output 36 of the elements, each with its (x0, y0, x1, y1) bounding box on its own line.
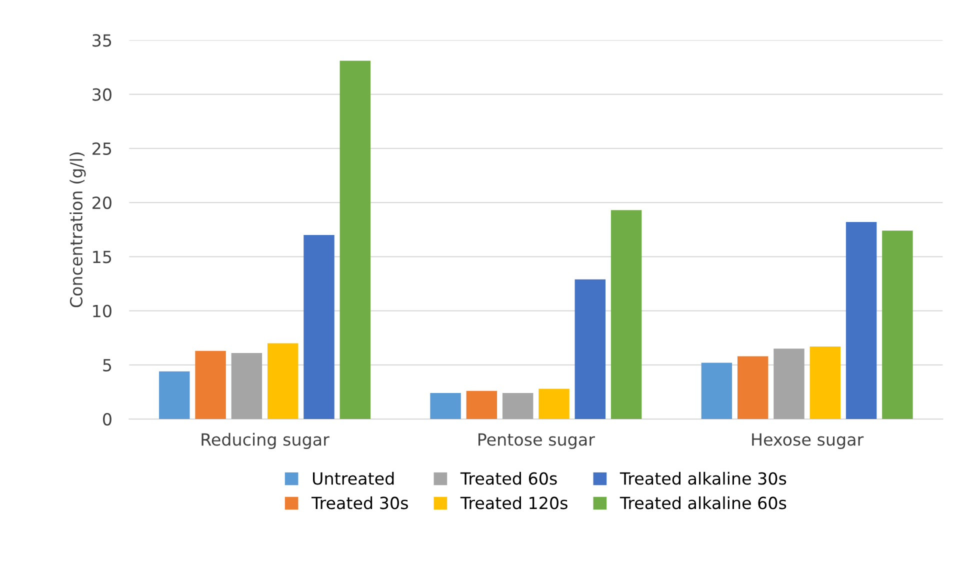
y-tick-label: 10 (93, 304, 112, 318)
y-tick-label: 25 (92, 142, 112, 155)
legend-label: Treated 30s (312, 496, 408, 510)
bar (159, 371, 190, 420)
bar (701, 362, 732, 420)
legend-label: Treated 60s (460, 472, 557, 485)
bar (267, 343, 298, 420)
bar (195, 350, 226, 420)
legend-label: Treated alkaline 60s (620, 496, 786, 510)
bar (231, 352, 262, 420)
y-tick-label: 35 (92, 34, 112, 47)
bar (882, 230, 913, 420)
legend-label: Treated alkaline 30s (620, 472, 786, 485)
bar (810, 346, 841, 420)
y-tick-label: 0 (103, 412, 112, 426)
bar (466, 390, 498, 420)
bar (538, 388, 570, 420)
x-tick-label: Pentose sugar (478, 433, 595, 450)
x-tick-label: Reducing sugar (202, 432, 330, 450)
y-tick-label: 15 (93, 250, 112, 264)
bar (737, 356, 768, 420)
legend-label: Untreated (313, 472, 394, 485)
y-tick-label: 30 (92, 88, 112, 101)
y-tick-label: 5 (103, 359, 112, 372)
bar (610, 210, 642, 420)
y-tick-label: 20 (92, 196, 112, 210)
legend-label: Treated 120s (460, 496, 568, 510)
bar (340, 60, 371, 420)
bar (774, 348, 804, 420)
x-tick-label: Hexose sugar (752, 433, 864, 450)
bar (846, 222, 877, 420)
bar (304, 235, 334, 420)
bar (430, 393, 461, 420)
y-axis-title: Concentration (g/l) (70, 152, 86, 308)
bar (574, 279, 606, 420)
bar (502, 393, 534, 420)
